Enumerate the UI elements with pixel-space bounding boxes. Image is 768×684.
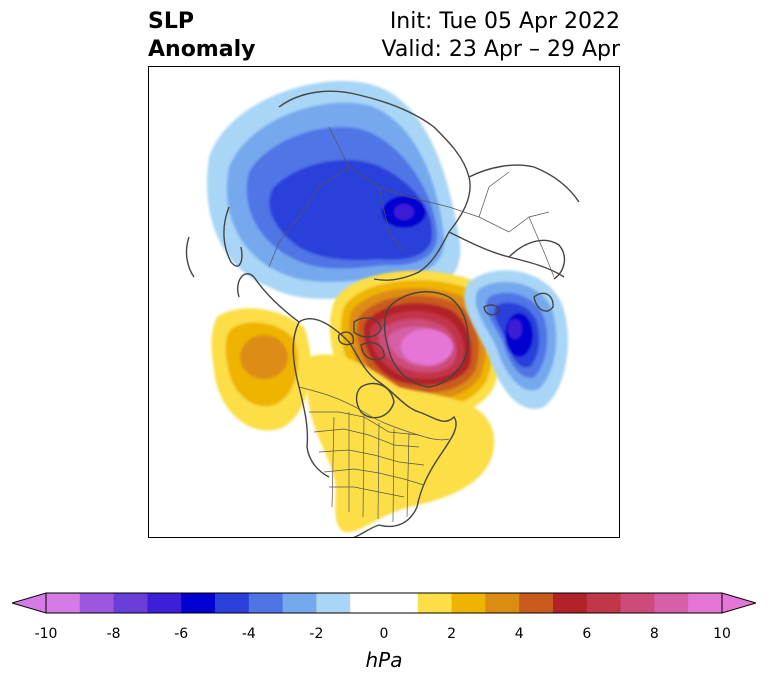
political-borders (268, 126, 555, 523)
colorbar-bins (46, 593, 723, 613)
colorbar-bin (46, 593, 81, 613)
colorbar-bin (215, 593, 250, 613)
colorbar-bin (350, 593, 419, 613)
valid-range: Valid: 23 Apr – 29 Apr (381, 37, 621, 62)
colorbar-unit: hPa (365, 648, 403, 672)
colorbar-tick-label: -10 (34, 626, 58, 642)
colorbar-tick-label: 6 (582, 626, 592, 642)
colorbar-tick-label: 0 (379, 626, 389, 642)
colorbar-bin (553, 593, 588, 613)
colorbar-bin (688, 593, 723, 613)
colorbar-tick-label: 2 (447, 626, 457, 642)
anomaly-map-svg (185, 80, 580, 537)
colorbar-bin (181, 593, 216, 613)
init-date: Init: Tue 05 Apr 2022 (389, 9, 620, 34)
colorbar (12, 592, 756, 614)
colorbar-bin (147, 593, 182, 613)
colorbar-bin (79, 593, 115, 613)
colorbar-tick-label: 8 (649, 626, 659, 642)
colorbar-outline (45, 592, 723, 614)
colorbar-tick-label: -8 (106, 626, 121, 642)
colorbar-bin (586, 593, 622, 613)
colorbar-tick-label: 10 (713, 626, 731, 642)
negative-anomaly-north-atlantic (464, 270, 568, 409)
colorbar-bin (282, 593, 317, 613)
colorbar-bin (417, 593, 453, 613)
positive-anomaly-eastern-us (306, 354, 495, 533)
colorbar-tick-label: -4 (241, 626, 256, 642)
negative-anomaly-siberia (207, 80, 461, 299)
colorbar-extend-low (12, 592, 47, 614)
colorbar-bin (248, 593, 284, 613)
colorbar-tick-label: -2 (309, 626, 324, 642)
colorbar-extend-high (721, 592, 756, 614)
coastlines (185, 90, 580, 537)
title-line-1: SLP (148, 9, 194, 34)
colorbar-bin (654, 593, 689, 613)
map-title: SLP Anomaly (148, 8, 255, 64)
colorbar-tick-label: 4 (514, 626, 524, 642)
colorbar-tick-label: -6 (174, 626, 189, 642)
title-line-2: Anomaly (148, 37, 256, 62)
colorbar-bin (316, 593, 351, 613)
colorbar-bin (519, 593, 554, 613)
forecast-info: Init: Tue 05 Apr 2022 Valid: 23 Apr – 29… (382, 8, 621, 64)
anomaly-map (148, 66, 620, 538)
colorbar-bin (113, 593, 148, 613)
positive-anomaly-ne-pacific (211, 308, 311, 431)
colorbar-bin (451, 593, 486, 613)
colorbar-bin (485, 593, 520, 613)
colorbar-bin (620, 593, 655, 613)
